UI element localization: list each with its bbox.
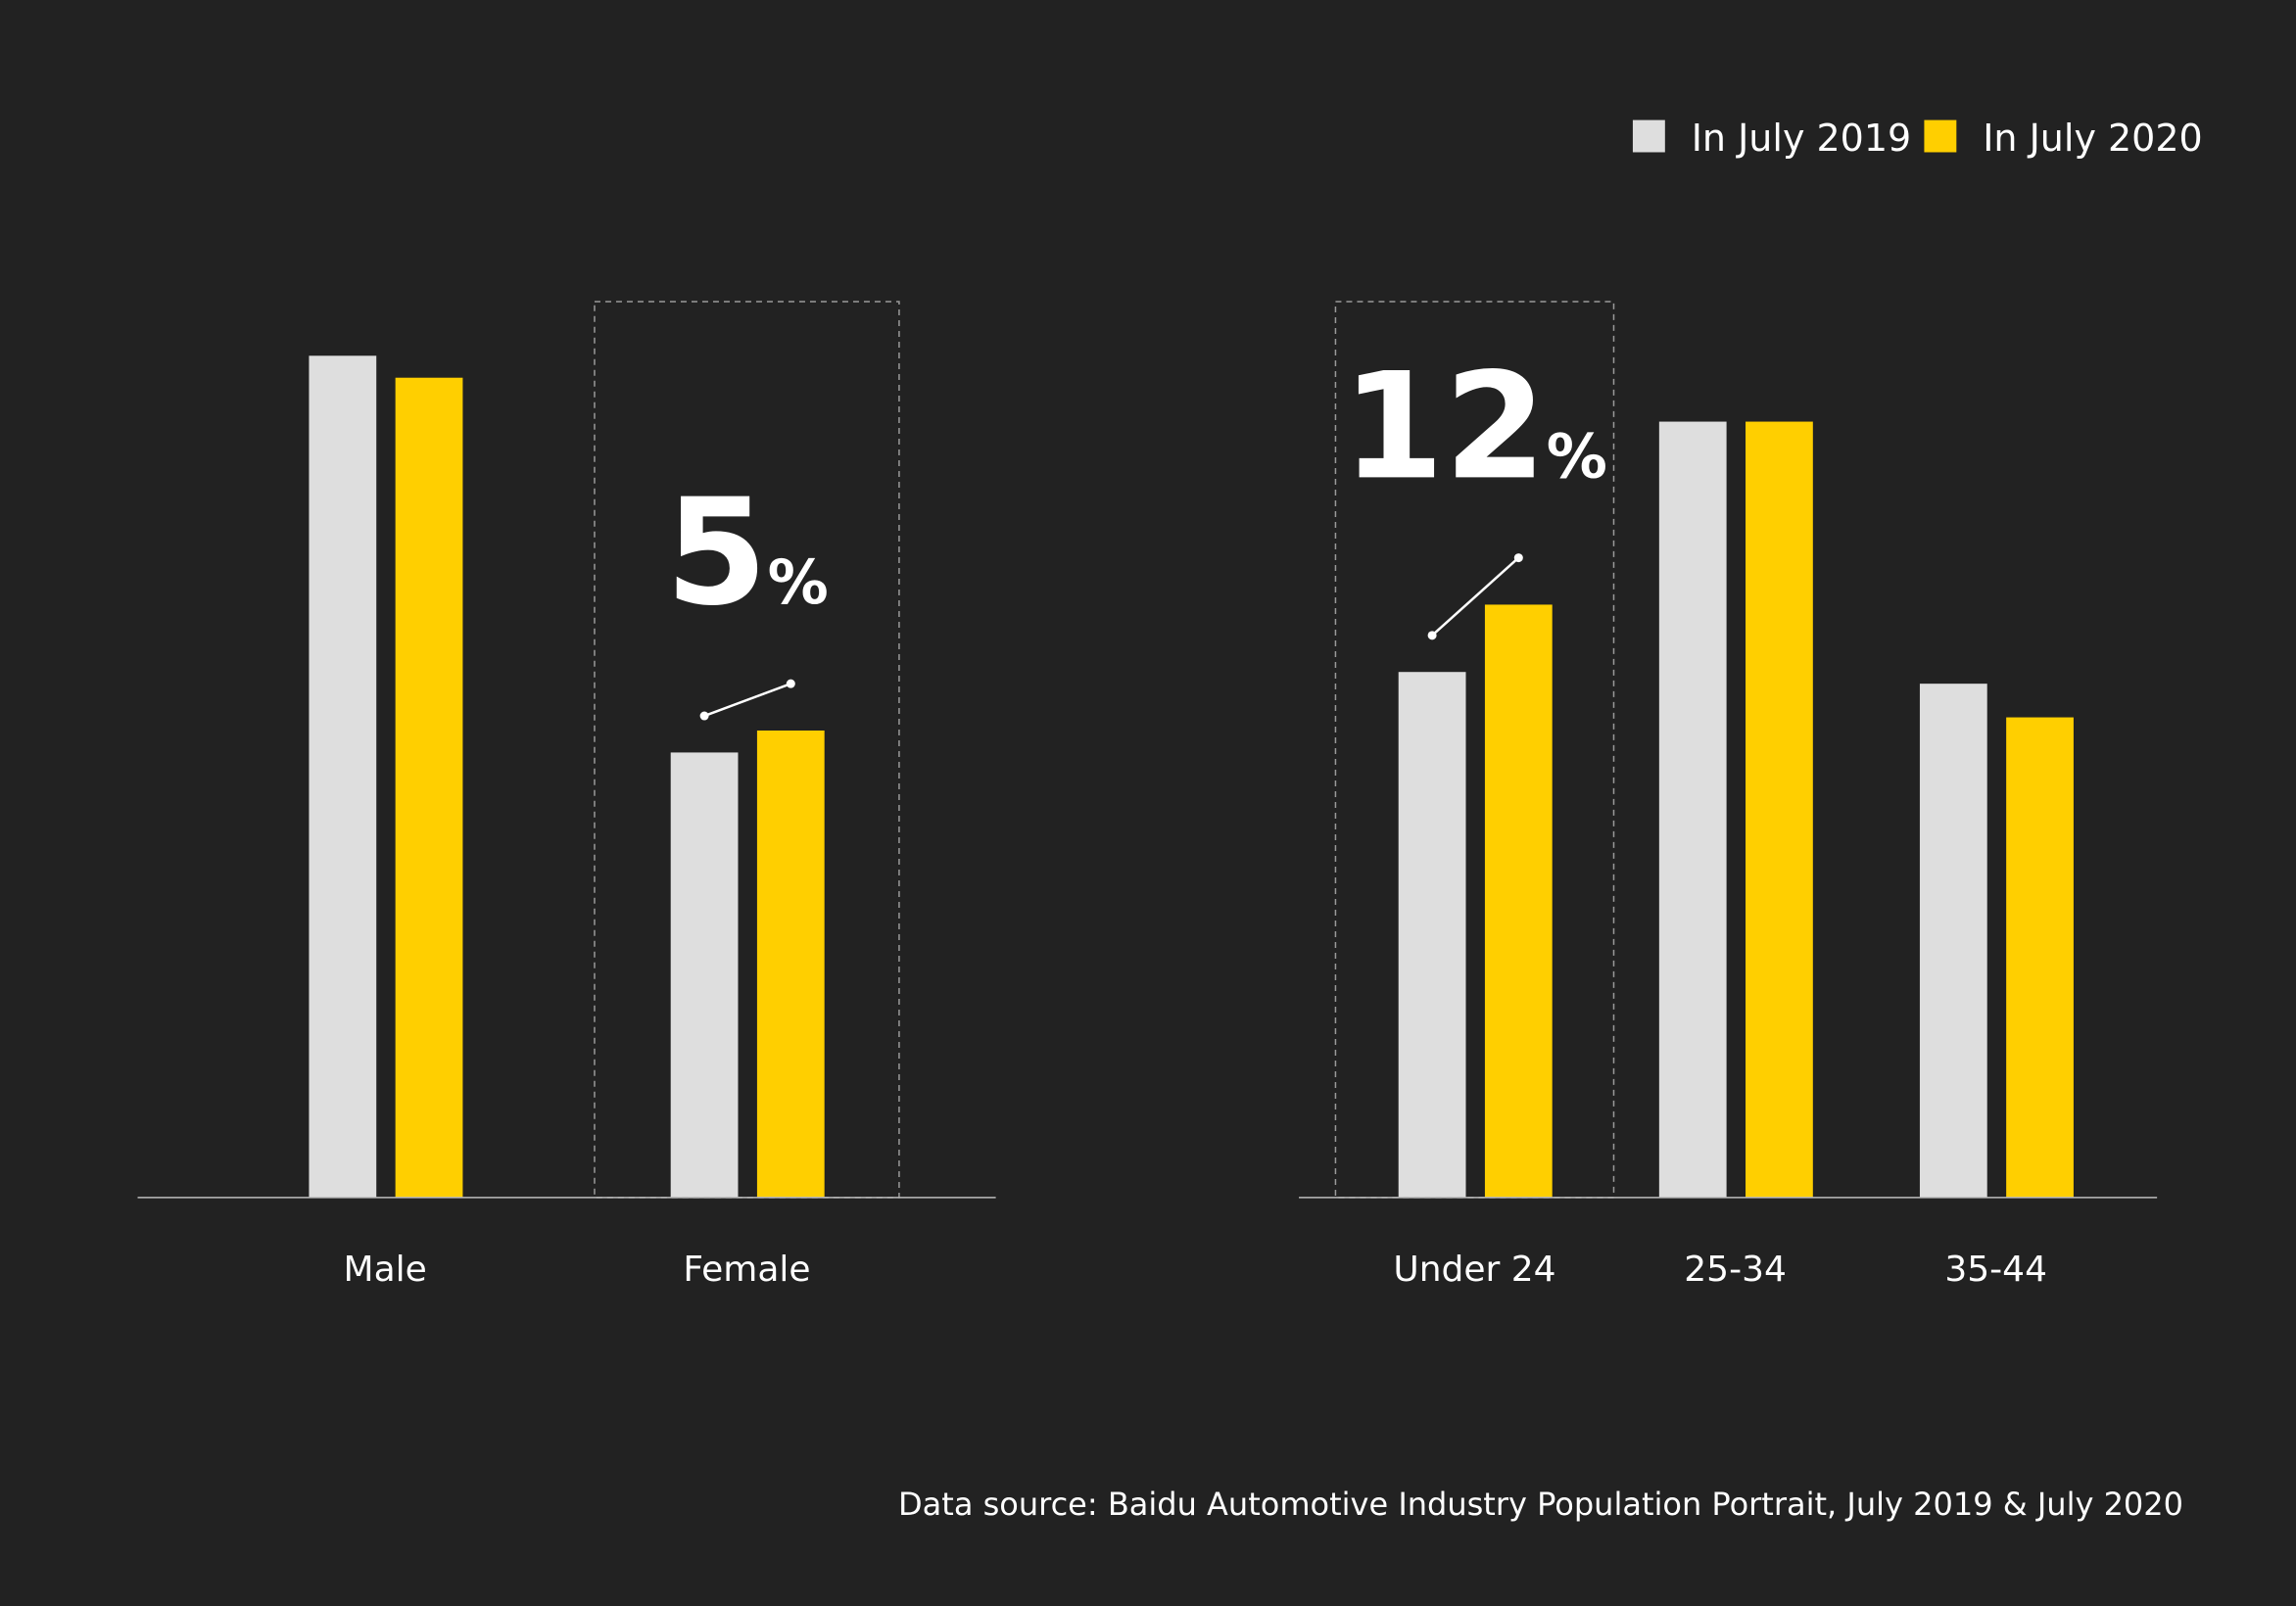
connector-dot bbox=[1513, 553, 1523, 563]
change-connector bbox=[703, 682, 791, 718]
bar bbox=[309, 355, 377, 1198]
change-annotation: 5% bbox=[665, 468, 829, 638]
change-unit: % bbox=[768, 546, 829, 618]
bar bbox=[2006, 717, 2074, 1198]
category-label: 35-44 bbox=[1944, 1250, 2047, 1290]
category-label: 25-34 bbox=[1684, 1250, 1787, 1290]
connector-dot bbox=[786, 679, 795, 688]
change-connector bbox=[1431, 556, 1520, 637]
legend-label: In July 2020 bbox=[1983, 117, 2203, 160]
change-annotation: 12% bbox=[1342, 342, 1607, 512]
bar bbox=[1919, 684, 1987, 1198]
highlight-box bbox=[594, 301, 900, 1199]
bar bbox=[670, 752, 739, 1198]
change-value: 12 bbox=[1342, 342, 1547, 512]
legend-swatch bbox=[1632, 119, 1665, 153]
legend-swatch bbox=[1924, 119, 1957, 153]
bar bbox=[395, 377, 463, 1198]
legend-label: In July 2019 bbox=[1692, 117, 1912, 160]
bar bbox=[1398, 672, 1466, 1198]
connector-dot bbox=[699, 711, 709, 721]
bar bbox=[1746, 421, 1813, 1198]
change-unit: % bbox=[1547, 420, 1607, 492]
category-label: Female bbox=[683, 1250, 810, 1290]
connector-dot bbox=[1427, 631, 1437, 640]
source-note: Data source: Baidu Automotive Industry P… bbox=[898, 1486, 2183, 1523]
category-label: Male bbox=[344, 1250, 427, 1290]
bar bbox=[1658, 421, 1727, 1198]
bar bbox=[756, 731, 825, 1198]
bar bbox=[1484, 604, 1553, 1198]
highlight-box bbox=[1334, 301, 1615, 1199]
category-label: Under 24 bbox=[1393, 1250, 1555, 1290]
change-value: 5 bbox=[665, 468, 767, 638]
